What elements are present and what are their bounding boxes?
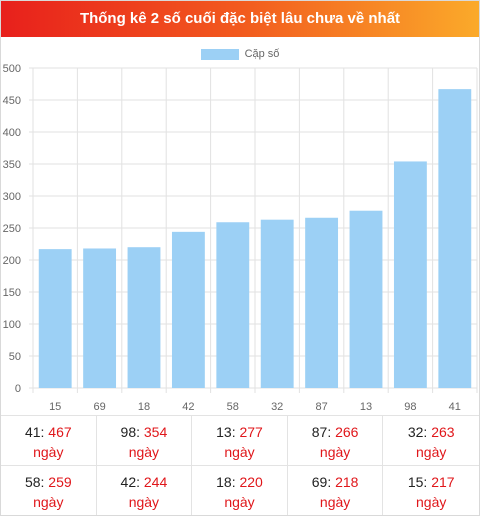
y-tick-label: 150: [3, 287, 21, 299]
stat-unit: ngày: [319, 444, 351, 460]
stat-days: 277: [239, 424, 263, 440]
stat-unit: ngày: [416, 494, 447, 510]
x-tick-label: 15: [49, 401, 61, 413]
stat-unit: ngày: [224, 494, 255, 510]
stat-days: 266: [335, 424, 359, 440]
y-tick-label: 500: [3, 63, 21, 75]
legend-label: Cặp số: [244, 48, 280, 60]
x-tick-label: 58: [227, 401, 239, 413]
stat-pair: 58: [24, 474, 41, 490]
x-tick-label: 32: [271, 401, 283, 413]
bar-chart: 0 50 100 150 200 250 300 350 400 450 500 15 69 18 42 58…: [3, 63, 478, 413]
stat-cell: 41: 467 ngày: [1, 415, 97, 465]
bar: [127, 247, 161, 388]
stat-pair: 87: [311, 424, 328, 440]
x-tick-label: 41: [449, 401, 461, 413]
stat-cell: 58: 259 ngày: [1, 465, 97, 515]
stat-pair: 42: [120, 474, 137, 490]
stat-cell: 18: 220 ngày: [192, 465, 288, 515]
stat-days: 217: [431, 474, 455, 490]
y-tick-label: 100: [3, 319, 21, 331]
stat-days: 354: [143, 424, 168, 440]
stat-unit: ngày: [416, 444, 447, 460]
stat-cell: 13: 277 ngày: [192, 415, 288, 465]
stat-cell: 42: 244 ngày: [96, 465, 193, 515]
stat-unit: ngày: [319, 494, 351, 510]
stat-cell: 69: 218 ngày: [287, 465, 384, 515]
y-tick-label: 450: [3, 95, 21, 107]
stat-pair: 69: [311, 474, 328, 490]
bar: [38, 249, 72, 388]
bar: [216, 222, 250, 388]
bar: [438, 89, 472, 389]
y-tick-label: 50: [9, 351, 21, 363]
x-tick-label: 69: [93, 401, 105, 413]
y-tick-label: 200: [3, 255, 21, 267]
stat-days: 218: [335, 474, 359, 490]
stat-cell: 98: 354 ngày: [96, 415, 193, 465]
y-tick-label: 350: [3, 159, 21, 171]
stat-unit: ngày: [33, 444, 64, 460]
stat-cell: 87: 266 ngày: [287, 415, 384, 465]
stat-cell: 32: 263 ngày: [383, 415, 479, 465]
stat-unit: ngày: [128, 494, 160, 510]
stat-unit: ngày: [224, 444, 255, 460]
stat-days: 259: [48, 474, 72, 490]
y-tick-label: 0: [15, 383, 21, 395]
stat-pair: 98: [120, 424, 137, 440]
bar: [349, 210, 383, 388]
stat-days: 263: [431, 424, 455, 440]
stat-pair: 15: [407, 474, 424, 490]
bar: [171, 231, 205, 388]
stat-unit: ngày: [128, 444, 160, 460]
stat-days: 467: [48, 424, 72, 440]
stat-days: 244: [143, 474, 168, 490]
y-tick-label: 300: [3, 191, 21, 203]
stats-grid: 41: 467 ngày 98: 354 ngày 13: 277 ngày 8…: [1, 415, 479, 515]
y-tick-label: 400: [3, 127, 21, 139]
x-tick-label: 87: [315, 401, 327, 413]
x-tick-label: 98: [404, 401, 416, 413]
legend[interactable]: Cặp số: [1, 46, 479, 62]
y-tick-label: 250: [3, 223, 21, 235]
chart-title: Thống kê 2 số cuối đặc biệt lâu chưa về …: [1, 1, 479, 37]
stat-cell: 15: 217 ngày: [383, 465, 479, 515]
bar: [83, 248, 117, 388]
stat-pair: 18: [216, 474, 232, 490]
x-tick-label: 13: [360, 401, 372, 413]
stat-unit: ngày: [33, 494, 64, 510]
stat-pair: 41: [24, 424, 41, 440]
bar: [305, 217, 339, 388]
stat-pair: 13: [216, 424, 232, 440]
bar: [393, 161, 427, 388]
x-tick-label: 42: [182, 401, 194, 413]
legend-swatch: [200, 48, 239, 60]
x-tick-label: 18: [138, 401, 150, 413]
stat-days: 220: [239, 474, 263, 490]
stat-pair: 32: [407, 424, 424, 440]
bar: [260, 219, 294, 388]
